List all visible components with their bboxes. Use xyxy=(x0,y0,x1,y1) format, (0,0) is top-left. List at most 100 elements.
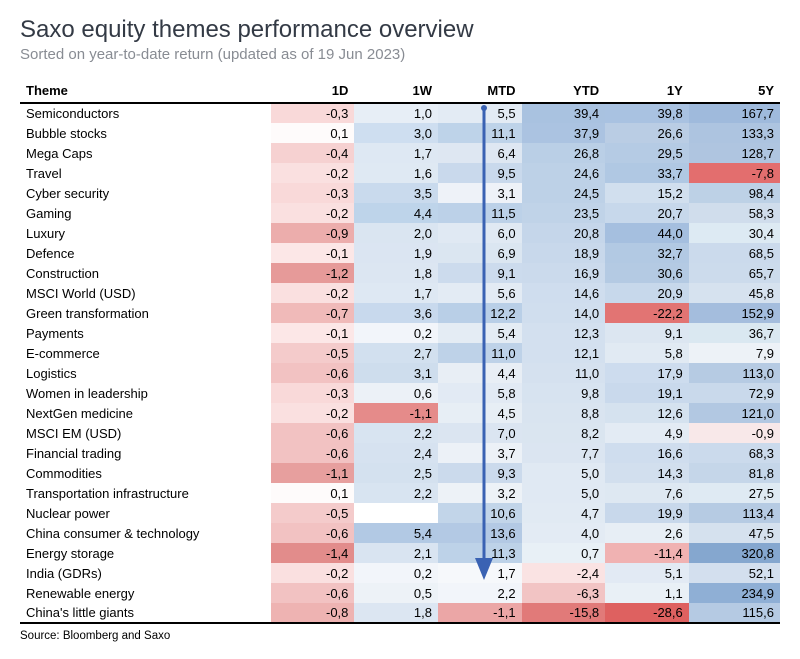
value-cell: 1,6 xyxy=(354,163,438,183)
value-cell: 167,7 xyxy=(689,103,780,123)
value-cell: 7,6 xyxy=(605,483,689,503)
value-cell: 121,0 xyxy=(689,403,780,423)
theme-cell: India (GDRs) xyxy=(20,563,271,583)
value-cell: 12,3 xyxy=(522,323,606,343)
value-cell: -0,9 xyxy=(689,423,780,443)
value-cell: -0,7 xyxy=(271,303,355,323)
value-cell: 5,4 xyxy=(438,323,522,343)
value-cell: 5,1 xyxy=(605,563,689,583)
value-cell: -1,1 xyxy=(271,463,355,483)
table-row: Defence-0,11,96,918,932,768,5 xyxy=(20,243,780,263)
table-row: Luxury-0,92,06,020,844,030,4 xyxy=(20,223,780,243)
value-cell: 8,2 xyxy=(522,423,606,443)
value-cell: 47,5 xyxy=(689,523,780,543)
value-cell: 10,6 xyxy=(438,503,522,523)
value-cell: 2,5 xyxy=(354,463,438,483)
value-cell: 115,6 xyxy=(689,603,780,623)
table-row: India (GDRs)-0,20,21,7-2,45,152,1 xyxy=(20,563,780,583)
value-cell: 9,5 xyxy=(438,163,522,183)
table-row: MSCI EM (USD)-0,62,27,08,24,9-0,9 xyxy=(20,423,780,443)
value-cell: 2,2 xyxy=(438,583,522,603)
value-cell: 1,7 xyxy=(438,563,522,583)
theme-cell: Mega Caps xyxy=(20,143,271,163)
value-cell: 3,2 xyxy=(438,483,522,503)
value-cell: -0,1 xyxy=(271,243,355,263)
value-cell: -0,2 xyxy=(271,163,355,183)
value-cell: 27,5 xyxy=(689,483,780,503)
value-cell: 3,5 xyxy=(354,183,438,203)
value-cell: 20,7 xyxy=(605,203,689,223)
table-row: Financial trading-0,62,43,77,716,668,3 xyxy=(20,443,780,463)
theme-cell: Bubble stocks xyxy=(20,123,271,143)
value-cell: 4,4 xyxy=(354,203,438,223)
value-cell: -22,2 xyxy=(605,303,689,323)
theme-cell: Luxury xyxy=(20,223,271,243)
value-cell: -0,6 xyxy=(271,363,355,383)
value-cell: 2,4 xyxy=(354,443,438,463)
source-cell: Source: Bloomberg and Saxo xyxy=(20,623,780,643)
theme-cell: Renewable energy xyxy=(20,583,271,603)
value-cell: 24,6 xyxy=(522,163,606,183)
value-cell: -0,3 xyxy=(271,383,355,403)
value-cell: -0,2 xyxy=(271,283,355,303)
value-cell: 58,3 xyxy=(689,203,780,223)
value-cell: 65,7 xyxy=(689,263,780,283)
value-cell: -2,4 xyxy=(522,563,606,583)
value-cell: 32,7 xyxy=(605,243,689,263)
value-cell: 4,7 xyxy=(522,503,606,523)
theme-cell: Financial trading xyxy=(20,443,271,463)
value-cell: -0,6 xyxy=(271,523,355,543)
value-cell: 68,5 xyxy=(689,243,780,263)
theme-cell: MSCI World (USD) xyxy=(20,283,271,303)
table-row: MSCI World (USD)-0,21,75,614,620,945,8 xyxy=(20,283,780,303)
value-cell: -0,3 xyxy=(271,103,355,123)
value-cell: 19,9 xyxy=(605,503,689,523)
col-header: 1Y xyxy=(605,79,689,103)
table-row: Travel-0,21,69,524,633,7-7,8 xyxy=(20,163,780,183)
col-header: 1W xyxy=(354,79,438,103)
value-cell: 133,3 xyxy=(689,123,780,143)
value-cell: 5,0 xyxy=(522,463,606,483)
value-cell: 8,8 xyxy=(522,403,606,423)
table-row: Semiconductors-0,31,05,539,439,8167,7 xyxy=(20,103,780,123)
table-container: Theme1D1WMTDYTD1Y5Y Semiconductors-0,31,… xyxy=(20,79,780,643)
value-cell: 113,0 xyxy=(689,363,780,383)
value-cell: 39,4 xyxy=(522,103,606,123)
value-cell: 7,9 xyxy=(689,343,780,363)
value-cell: 16,9 xyxy=(522,263,606,283)
value-cell: 14,3 xyxy=(605,463,689,483)
value-cell: 26,8 xyxy=(522,143,606,163)
table-row: Energy storage-1,42,111,30,7-11,4320,8 xyxy=(20,543,780,563)
value-cell: 9,8 xyxy=(522,383,606,403)
value-cell: -1,2 xyxy=(271,263,355,283)
value-cell: 0,5 xyxy=(354,583,438,603)
value-cell: 23,5 xyxy=(522,203,606,223)
value-cell: -0,8 xyxy=(271,603,355,623)
value-cell: 1,8 xyxy=(354,603,438,623)
value-cell: -0,6 xyxy=(271,443,355,463)
value-cell: -15,8 xyxy=(522,603,606,623)
value-cell: -0,5 xyxy=(271,503,355,523)
value-cell: 2,2 xyxy=(354,423,438,443)
value-cell: 18,9 xyxy=(522,243,606,263)
col-header: YTD xyxy=(522,79,606,103)
value-cell: -0,1 xyxy=(271,323,355,343)
value-cell xyxy=(354,503,438,523)
theme-cell: China's little giants xyxy=(20,603,271,623)
theme-cell: Cyber security xyxy=(20,183,271,203)
page-title: Saxo equity themes performance overview xyxy=(20,16,780,44)
value-cell: 14,0 xyxy=(522,303,606,323)
value-cell: 13,6 xyxy=(438,523,522,543)
value-cell: 1,7 xyxy=(354,143,438,163)
value-cell: 1,8 xyxy=(354,263,438,283)
value-cell: 45,8 xyxy=(689,283,780,303)
value-cell: 81,8 xyxy=(689,463,780,483)
value-cell: -0,6 xyxy=(271,583,355,603)
theme-cell: Nuclear power xyxy=(20,503,271,523)
value-cell: 5,4 xyxy=(354,523,438,543)
value-cell: 3,7 xyxy=(438,443,522,463)
value-cell: 6,0 xyxy=(438,223,522,243)
value-cell: 1,1 xyxy=(605,583,689,603)
col-header: 5Y xyxy=(689,79,780,103)
value-cell: -0,2 xyxy=(271,403,355,423)
